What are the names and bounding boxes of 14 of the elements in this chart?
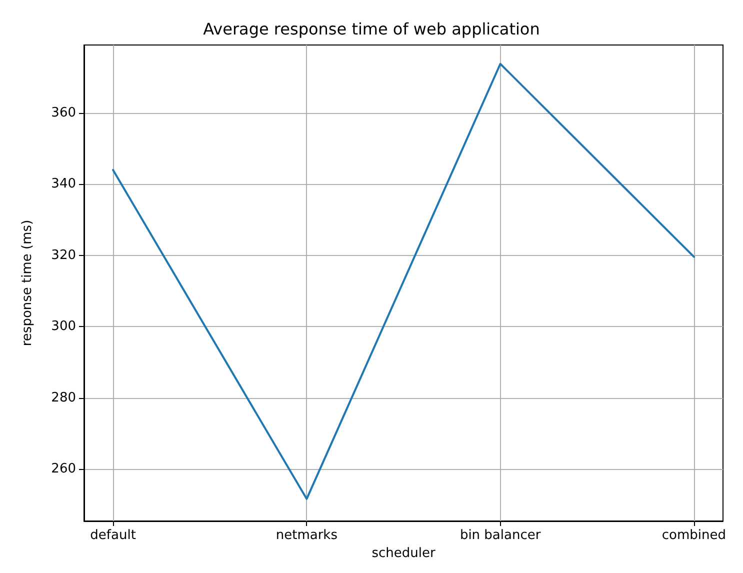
y-tick-label: 260	[51, 462, 76, 477]
y-axis-title: response time (ms)	[20, 220, 35, 346]
y-tick-label: 360	[51, 106, 76, 120]
y-tick-label: 300	[51, 319, 76, 334]
x-tick-label: default	[90, 528, 136, 543]
y-tick-label: 320	[51, 248, 76, 263]
x-tick-label: combined	[662, 528, 726, 543]
line-series	[112, 62, 695, 500]
x-axis-title: scheduler	[372, 546, 436, 561]
x-tick-label: bin balancer	[460, 528, 542, 543]
x-tick-label: netmarks	[276, 528, 338, 543]
chart-title: Average response time of web application	[203, 20, 540, 38]
y-tick-label: 340	[51, 176, 76, 192]
y-tick-label: 280	[51, 390, 76, 406]
